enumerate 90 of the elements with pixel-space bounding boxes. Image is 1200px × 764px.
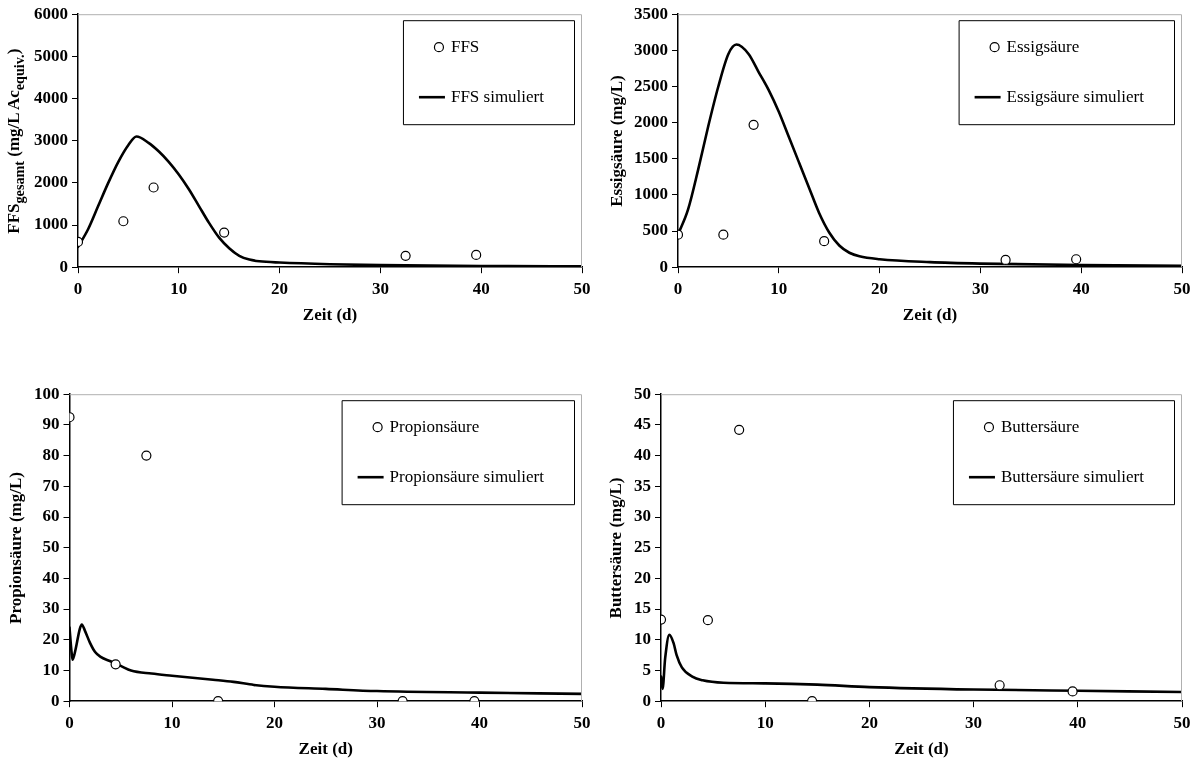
- x-tick-label: 40: [1069, 712, 1087, 732]
- y-tick-label: 30: [634, 506, 651, 526]
- x-tick-label: 0: [73, 278, 83, 298]
- x-tick-label: 10: [770, 278, 788, 298]
- y-tick-label: 5000: [34, 45, 68, 65]
- point: [994, 680, 1005, 691]
- y-axis-title: Buttersäure (mg/L): [605, 477, 626, 619]
- y-tick-label: 15: [634, 598, 651, 618]
- y-tick-label: 60: [42, 506, 60, 526]
- y-tick-label: 20: [42, 629, 60, 649]
- y-tick-label: 100: [34, 383, 60, 403]
- y-tick-label: 0: [642, 690, 651, 710]
- x-tick-label: 30: [368, 712, 386, 732]
- y-tick-label: 20: [634, 567, 651, 587]
- y-tick-label: 5: [642, 659, 651, 679]
- x-tick-label: 50: [573, 278, 591, 298]
- y-tick-label: 45: [634, 414, 651, 434]
- y-tick-label: 2500: [634, 75, 668, 95]
- legend-label: Propionsäure: [389, 416, 480, 436]
- point: [819, 236, 830, 247]
- x-tick-label: 0: [673, 278, 683, 298]
- point: [702, 615, 713, 626]
- x-tick-label: 40: [472, 278, 490, 298]
- y-axis-title: Essigsäure (mg/L): [606, 74, 627, 207]
- x-tick-label: 20: [860, 712, 878, 732]
- x-tick-label: 50: [1173, 278, 1191, 298]
- legend-label: Buttersäure: [1000, 416, 1080, 436]
- y-axis-title: Propionsäure (mg/L): [5, 471, 26, 624]
- point: [118, 216, 129, 227]
- x-tick-label: 50: [573, 712, 591, 732]
- y-tick-label: 1000: [634, 184, 668, 204]
- y-tick-label: 35: [634, 475, 651, 495]
- y-tick-label: 30: [42, 598, 60, 618]
- point: [141, 450, 152, 461]
- x-tick-label: 20: [266, 712, 283, 732]
- legend-label: FFS: [450, 36, 480, 56]
- y-tick-label: 3000: [634, 39, 668, 59]
- y-tick-label: 2000: [34, 172, 68, 192]
- point: [748, 119, 759, 130]
- x-tick-label: 30: [371, 278, 389, 298]
- x-axis-title: Zeit (d): [298, 739, 353, 759]
- point: [1071, 254, 1082, 265]
- x-axis-title: Zeit (d): [894, 739, 949, 759]
- y-tick-label: 0: [59, 256, 68, 276]
- y-tick-label: 2000: [634, 112, 668, 132]
- legend-label: Propionsäure simuliert: [389, 466, 545, 486]
- legend-label: Essigsäure: [1006, 36, 1080, 56]
- x-tick-label: 10: [756, 712, 774, 732]
- point: [400, 250, 411, 261]
- legend-label: Buttersäure simuliert: [1000, 466, 1145, 486]
- y-tick-label: 25: [634, 537, 651, 557]
- y-tick-label: 3000: [34, 130, 68, 150]
- x-axis-title: Zeit (d): [302, 305, 358, 325]
- y-tick-label: 6000: [34, 3, 68, 23]
- x-tick-label: 10: [170, 278, 188, 298]
- x-tick-label: 20: [871, 278, 889, 298]
- y-tick-label: 3500: [634, 3, 668, 23]
- y-tick-label: 50: [42, 537, 60, 557]
- legend-label: FFS simuliert: [450, 86, 545, 106]
- x-tick-label: 40: [471, 712, 488, 732]
- point: [1000, 254, 1011, 266]
- x-tick-label: 40: [1072, 278, 1090, 298]
- y-tick-label: 10: [634, 629, 651, 649]
- point: [1067, 686, 1078, 697]
- x-tick-label: 30: [965, 712, 983, 732]
- y-tick-label: 0: [51, 690, 60, 710]
- y-tick-label: 1500: [634, 148, 668, 168]
- point: [110, 659, 121, 670]
- y-tick-label: 50: [634, 383, 651, 403]
- y-tick-label: 500: [642, 220, 668, 240]
- y-tick-label: 40: [42, 567, 60, 587]
- x-tick-label: 30: [971, 278, 989, 298]
- y-tick-label: 4000: [34, 87, 68, 107]
- x-tick-label: 50: [1173, 712, 1191, 732]
- y-tick-label: 70: [42, 475, 60, 495]
- point: [148, 182, 159, 193]
- x-axis-title: Zeit (d): [902, 305, 958, 325]
- y-tick-label: 40: [634, 444, 651, 464]
- legend-label: Essigsäure simuliert: [1006, 86, 1145, 106]
- point: [471, 249, 482, 261]
- y-tick-label: 0: [659, 256, 668, 276]
- x-tick-label: 20: [271, 278, 289, 298]
- point: [219, 227, 230, 238]
- point: [718, 229, 729, 240]
- y-tick-label: 80: [42, 444, 60, 464]
- y-tick-label: 90: [42, 414, 60, 434]
- y-tick-label: 1000: [34, 214, 68, 234]
- y-tick-label: 10: [42, 659, 60, 679]
- point: [734, 424, 745, 435]
- x-tick-label: 10: [163, 712, 181, 732]
